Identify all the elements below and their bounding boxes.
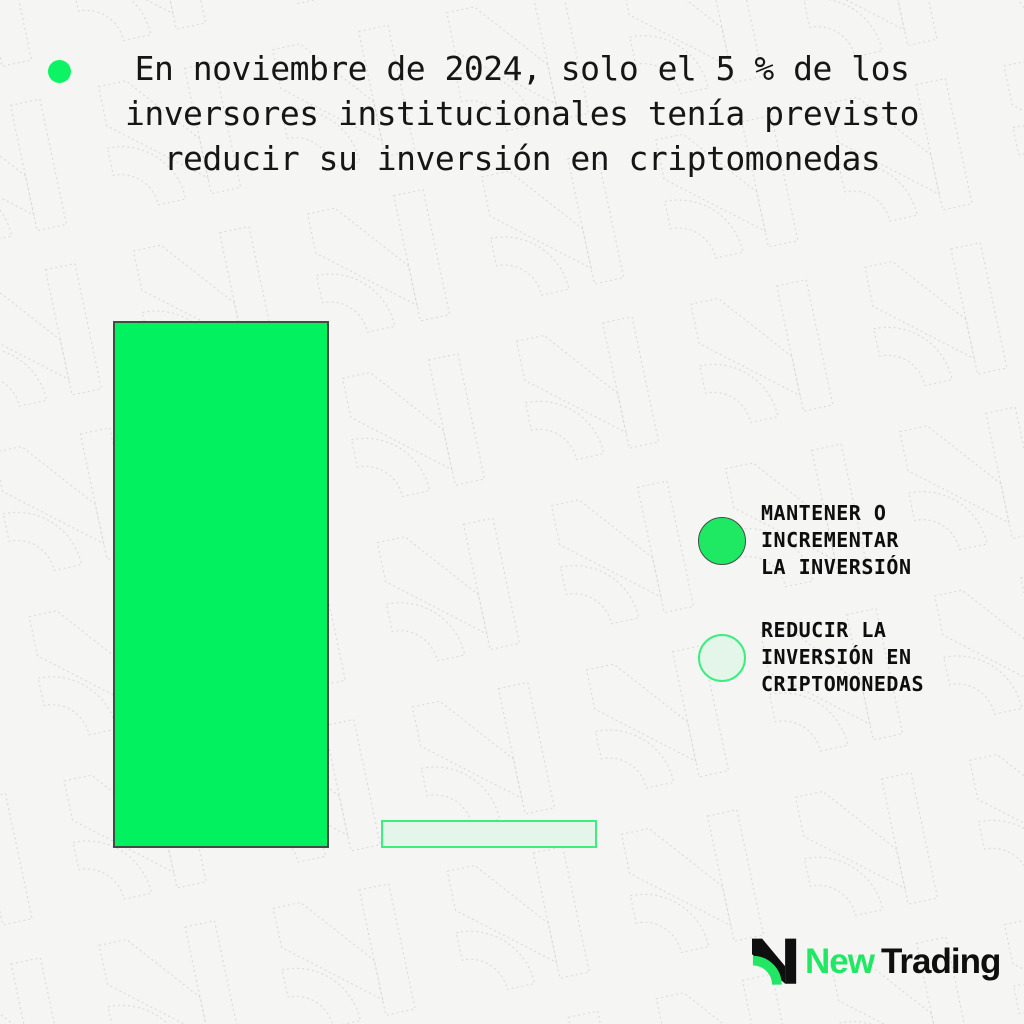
bar-reducir-inversion	[381, 820, 597, 848]
bar-mantener-inversion	[113, 321, 329, 848]
title-line: inversores institucionales tenía previst…	[124, 94, 920, 133]
chart-title: En noviembre de 2024, solo el 5 % de los…	[82, 46, 962, 181]
legend-label-mantener: MANTENER O INCREMENTAR LA INVERSIÓN	[761, 501, 912, 579]
brand-logo: New Trading	[752, 935, 1001, 991]
legend-swatch-lightgreen-icon	[698, 633, 746, 682]
title-line: reducir su inversión en criptomonedas	[163, 139, 881, 178]
brand-name: New Trading	[805, 942, 1001, 984]
legend-item-mantener: MANTENER O INCREMENTAR LA INVERSIÓN	[698, 500, 924, 581]
chart-legend: MANTENER O INCREMENTAR LA INVERSIÓN REDU…	[698, 500, 924, 698]
title-line: En noviembre de 2024, solo el 5 % de los	[134, 49, 910, 88]
brand-name-trading: Trading	[880, 942, 1001, 981]
title-bullet-icon	[48, 60, 71, 83]
brand-name-new: New	[805, 942, 875, 981]
legend-item-reducir: REDUCIR LA INVERSIÓN EN CRIPTOMONEDAS	[698, 617, 924, 698]
legend-label-reducir: REDUCIR LA INVERSIÓN EN CRIPTOMONEDAS	[761, 618, 925, 696]
legend-swatch-green-icon	[698, 516, 746, 565]
bar-chart	[113, 320, 597, 848]
n-logo-icon	[752, 938, 797, 985]
